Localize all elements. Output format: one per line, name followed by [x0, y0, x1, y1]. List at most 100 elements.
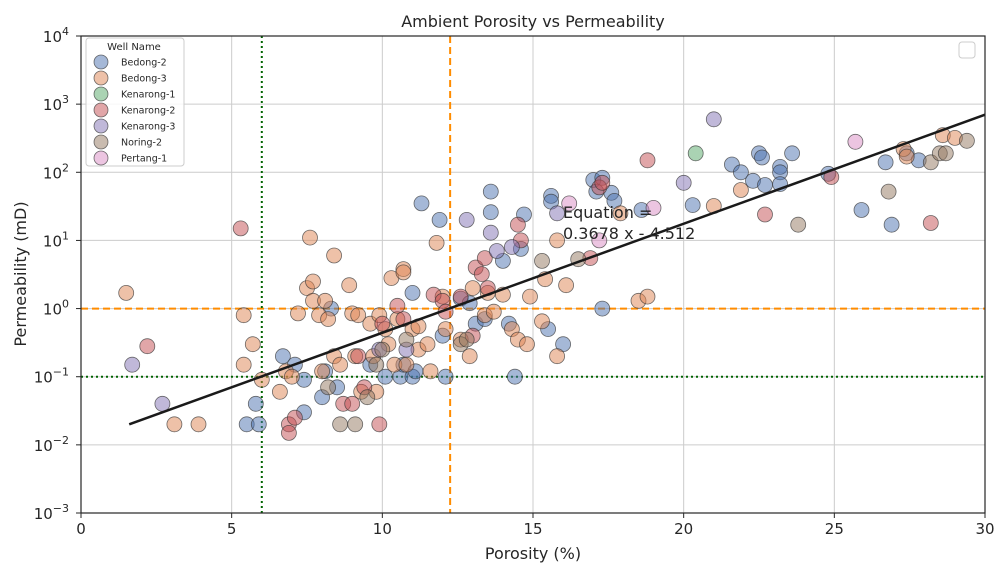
empty-legend	[958, 41, 976, 59]
data-point-bedong-2	[594, 300, 611, 317]
empty-legend-box	[958, 41, 976, 59]
data-point-bedong-3	[235, 307, 252, 324]
data-point-noring-2	[368, 356, 385, 373]
legend-label: Noring-2	[121, 138, 162, 149]
data-point-kenarong-2	[374, 315, 391, 332]
data-point-pertang-1	[645, 199, 662, 216]
data-point-bedong-3	[428, 234, 445, 251]
legend-marker	[93, 70, 109, 86]
data-point-kenarong-3	[705, 111, 722, 128]
data-point-bedong-3	[350, 307, 367, 324]
legend-title: Well Name	[107, 42, 161, 53]
data-point-bedong-3	[314, 363, 331, 380]
legend-box	[85, 37, 185, 167]
data-point-bedong-2	[853, 202, 870, 218]
x-tick-label: 10	[373, 520, 392, 538]
data-point-bedong-3	[558, 277, 574, 294]
data-point-bedong-3	[326, 247, 343, 264]
data-point-pertang-1	[561, 195, 578, 212]
data-point-kenarong-2	[639, 152, 656, 169]
y-tick-label: 10−3	[34, 502, 69, 523]
data-point-bedong-3	[244, 336, 261, 353]
data-point-bedong-3	[305, 273, 321, 290]
data-point-bedong-3	[437, 321, 454, 338]
x-tick-label: 0	[76, 520, 86, 538]
data-point-bedong-2	[247, 395, 264, 412]
data-point-kenarong-3	[503, 239, 520, 255]
data-point-bedong-2	[684, 197, 701, 214]
data-point-kenarong-2	[232, 220, 249, 237]
legend: Well Name Bedong-2 Bedong-3 Kenarong-1 Kena…	[85, 37, 185, 167]
data-point-kenarong-2	[280, 424, 297, 441]
data-point-bedong-2	[754, 149, 770, 166]
data-point-bedong-3	[166, 416, 183, 433]
fit-line-group	[128, 113, 986, 426]
data-point-bedong-3	[534, 313, 550, 330]
data-point-noring-2	[374, 341, 391, 358]
data-point-bedong-2	[482, 204, 499, 221]
data-point-pertang-1	[591, 232, 608, 249]
legend-label: Kenarong-3	[121, 122, 175, 133]
legend-marker	[93, 118, 109, 134]
data-point-noring-2	[359, 389, 376, 406]
legend-label: Bedong-2	[121, 58, 167, 69]
data-point-noring-2	[937, 145, 954, 162]
y-tick-label: 10−2	[34, 434, 69, 455]
data-point-bedong-3	[302, 229, 318, 246]
data-point-noring-2	[534, 252, 550, 269]
data-point-bedong-3	[419, 336, 436, 353]
y-tick-label: 101	[43, 229, 69, 250]
data-point-bedong-3	[422, 363, 439, 380]
y-tick-labels: 10−3 10−2 10−1 100 101 102 103 104	[34, 25, 69, 523]
fit-line	[128, 113, 986, 426]
data-point-kenarong-3	[154, 395, 171, 412]
data-point-kenarong-2	[476, 250, 493, 267]
legend-marker	[93, 102, 109, 118]
data-point-kenarong-2	[510, 216, 526, 233]
data-point-bedong-2	[733, 164, 749, 181]
data-point-bedong-3	[341, 277, 358, 294]
data-point-kenarong-2	[594, 174, 611, 191]
data-point-bedong-2	[250, 416, 267, 433]
data-point-bedong-3	[612, 205, 629, 222]
data-point-kenarong-2	[473, 266, 490, 283]
data-point-kenarong-2	[286, 409, 303, 426]
data-point-pertang-1	[847, 133, 864, 150]
data-point-bedong-3	[317, 292, 334, 309]
data-point-bedong-3	[320, 311, 337, 328]
data-point-noring-2	[332, 416, 349, 433]
legend-marker	[93, 150, 109, 166]
y-tick-label: 100	[43, 298, 69, 319]
x-tick-label: 20	[674, 520, 693, 538]
grid-lines	[80, 35, 986, 514]
x-tick-labels: 0 5 10 15 20 25 30	[76, 520, 994, 538]
data-points	[118, 111, 975, 441]
reference-lines	[81, 36, 985, 513]
data-point-bedong-2	[757, 177, 773, 193]
data-point-bedong-3	[118, 284, 135, 301]
data-point-kenarong-2	[371, 416, 388, 433]
legend-label: Bedong-3	[121, 74, 167, 85]
legend-label: Pertang-1	[121, 154, 167, 165]
x-tick-label: 30	[975, 520, 994, 538]
data-point-noring-2	[880, 183, 897, 200]
data-point-bedong-2	[482, 183, 499, 200]
data-point-bedong-3	[332, 356, 349, 373]
data-point-kenarong-2	[922, 215, 939, 231]
legend-marker	[93, 134, 109, 150]
data-point-bedong-3	[461, 348, 478, 365]
data-point-bedong-3	[290, 305, 306, 322]
data-point-noring-2	[458, 331, 475, 348]
data-point-bedong-2	[431, 211, 448, 228]
x-tick-label: 15	[523, 520, 542, 538]
equation-line-1: Equation =	[563, 203, 652, 222]
data-point-kenarong-1	[687, 145, 704, 162]
legend-label: Kenarong-1	[121, 90, 175, 101]
data-point-kenarong-2	[389, 297, 406, 314]
data-point-kenarong-3	[482, 224, 499, 241]
data-point-noring-2	[347, 416, 364, 433]
data-point-bedong-2	[784, 145, 800, 162]
data-point-bedong-2	[437, 368, 454, 385]
data-point-bedong-3	[519, 336, 535, 353]
data-point-bedong-3	[549, 232, 565, 249]
